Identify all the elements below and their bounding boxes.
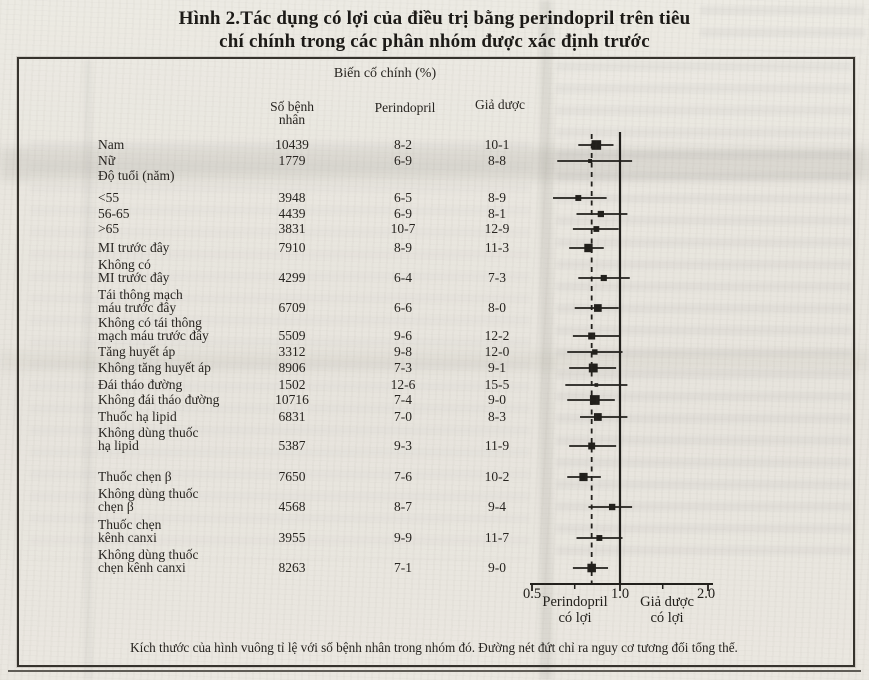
subgroup-label: Nữ: [98, 152, 116, 168]
cell-perindopril-rate: 6-9: [394, 153, 412, 168]
cell-patient-count: 3312: [278, 344, 306, 359]
cell-perindopril-rate: 7-4: [394, 392, 412, 407]
favors-placebo-label: Giả dược có lợi: [640, 594, 694, 626]
figure-title-line1: Hình 2.Tác dụng có lợi của điều trị bằng…: [178, 8, 691, 29]
cell-patient-count: 10716: [275, 392, 309, 407]
column-header-perindopril: Perindopril: [374, 100, 436, 115]
cell-placebo-rate: 10-1: [484, 137, 510, 152]
cell-perindopril-rate: 8-2: [394, 137, 412, 152]
subgroup-label: Thuốc hạ lipid: [98, 408, 177, 424]
cell-placebo-rate: 10-2: [484, 469, 510, 484]
subgroup-label: Đái tháo đường: [98, 376, 183, 392]
subgroup-label: 56-65: [98, 205, 130, 221]
subgroup-label: Thuốc chẹn β: [98, 468, 172, 484]
subgroup-label: Không có MI trước đây: [98, 257, 170, 285]
cell-patient-count: 1502: [278, 377, 306, 392]
cell-placebo-rate: 12-9: [484, 221, 510, 236]
cell-perindopril-rate: 12-6: [390, 377, 416, 392]
cell-placebo-rate: 8-1: [488, 206, 506, 221]
cell-perindopril-rate: 9-9: [394, 530, 412, 545]
subgroup-label: Không dùng thuốc chẹn β: [98, 486, 199, 514]
subgroup-label: Không đái tháo đường: [98, 391, 220, 407]
favors-perindopril-label: Perindopril có lợi: [542, 594, 608, 626]
cell-patient-count: 10439: [275, 137, 309, 152]
subgroup-label: MI trước đây: [98, 239, 170, 255]
cell-perindopril-rate: 6-6: [394, 300, 412, 315]
cell-patient-count: 6709: [278, 300, 306, 315]
cell-patient-count: 4439: [278, 206, 306, 221]
subgroup-label: Không có tái thông mạch máu trước đây: [98, 315, 209, 343]
axis-tick-label-05: 0.5: [522, 586, 542, 602]
cell-placebo-rate: 8-9: [488, 190, 506, 205]
cell-placebo-rate: 15-5: [484, 377, 510, 392]
figure-footnote: Kích thước của hình vuông tỉ lệ với số b…: [130, 640, 738, 655]
cell-placebo-rate: 9-4: [488, 499, 506, 514]
cell-perindopril-rate: 6-5: [394, 190, 412, 205]
subgroup-label: Không tăng huyết áp: [98, 359, 211, 375]
cell-placebo-rate: 8-3: [488, 409, 506, 424]
cell-patient-count: 3955: [278, 530, 306, 545]
cell-patient-count: 7650: [278, 469, 306, 484]
figure-title: Hình 2.Tác dụng có lợi của điều trị bằng…: [0, 7, 869, 53]
subgroup-label: Thuốc chẹn kênh canxi: [98, 517, 162, 545]
cell-perindopril-rate: 8-7: [394, 499, 412, 514]
column-header-patients: Số bệnh nhân: [270, 99, 314, 127]
cell-patient-count: 5387: [278, 438, 306, 453]
cell-placebo-rate: 7-3: [488, 270, 506, 285]
figure-frame: [17, 57, 855, 667]
cell-patient-count: 5509: [278, 328, 306, 343]
axis-tick-label-20: 2.0: [696, 586, 716, 602]
cell-perindopril-rate: 6-4: [394, 270, 412, 285]
cell-placebo-rate: 11-7: [484, 530, 510, 545]
cell-perindopril-rate: 8-9: [394, 240, 412, 255]
cell-patient-count: 3948: [278, 190, 306, 205]
subgroup-label: <55: [98, 189, 120, 205]
subgroup-label: Tăng huyết áp: [98, 343, 176, 359]
column-group-header: Biến cố chính (%): [333, 66, 437, 81]
cell-patient-count: 4568: [278, 499, 306, 514]
cell-perindopril-rate: 9-3: [394, 438, 412, 453]
cell-placebo-rate: 8-0: [488, 300, 506, 315]
cell-placebo-rate: 11-3: [484, 240, 510, 255]
section-label: Độ tuổi (năm): [98, 167, 175, 183]
cell-perindopril-rate: 7-3: [394, 360, 412, 375]
cell-placebo-rate: 9-1: [488, 360, 506, 375]
cell-perindopril-rate: 7-6: [394, 469, 412, 484]
cell-placebo-rate: 9-0: [488, 560, 506, 575]
cell-patient-count: 3831: [278, 221, 306, 236]
cell-perindopril-rate: 7-0: [394, 409, 412, 424]
cell-placebo-rate: 9-0: [488, 392, 506, 407]
axis-tick-label-10: 1.0: [610, 586, 630, 602]
cell-patient-count: 8263: [278, 560, 306, 575]
cell-placebo-rate: 12-0: [484, 344, 510, 359]
cell-perindopril-rate: 10-7: [390, 221, 416, 236]
subgroup-label: Nam: [98, 136, 125, 152]
cell-patient-count: 8906: [278, 360, 306, 375]
bottom-rule: [8, 670, 861, 672]
cell-perindopril-rate: 9-6: [394, 328, 412, 343]
subgroup-label: Không dùng thuốc hạ lipid: [98, 425, 199, 453]
figure-title-line2: chí chính trong các phân nhóm được xác đ…: [219, 31, 650, 52]
cell-perindopril-rate: 6-9: [394, 206, 412, 221]
subgroup-label: Tái thông mạch máu trước đây: [98, 287, 183, 315]
cell-placebo-rate: 11-9: [484, 438, 510, 453]
cell-perindopril-rate: 9-8: [394, 344, 412, 359]
cell-patient-count: 4299: [278, 270, 306, 285]
cell-perindopril-rate: 7-1: [394, 560, 412, 575]
column-header-placebo: Giả dược: [474, 97, 526, 112]
cell-patient-count: 6831: [278, 409, 306, 424]
cell-patient-count: 7910: [278, 240, 306, 255]
subgroup-label: >65: [98, 220, 120, 236]
subgroup-label: Không dùng thuốc chẹn kênh canxi: [98, 547, 199, 575]
cell-placebo-rate: 12-2: [484, 328, 510, 343]
cell-patient-count: 1779: [278, 153, 306, 168]
cell-placebo-rate: 8-8: [488, 153, 506, 168]
